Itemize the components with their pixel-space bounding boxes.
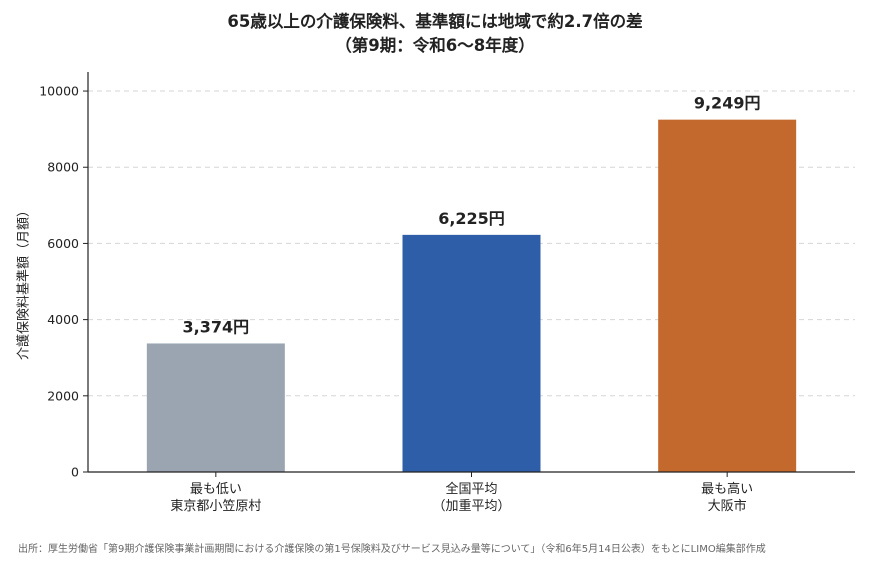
y-tick-label: 0 — [71, 465, 79, 480]
source-note: 出所：厚生労働省「第9期介護保険事業計画期間における介護保険の第1号保険料及びサ… — [18, 544, 766, 555]
y-tick-label: 8000 — [47, 160, 79, 175]
y-tick-label: 4000 — [47, 312, 79, 327]
bar — [146, 343, 285, 472]
x-tick-label: （加重平均） — [432, 498, 510, 514]
data-label: 3,374円 — [183, 317, 250, 336]
y-tick-label: 6000 — [47, 236, 79, 251]
x-tick-label: 最も高い — [701, 481, 753, 497]
x-tick-label: 全国平均 — [445, 481, 497, 497]
bar — [402, 234, 541, 472]
x-tick-label: 東京都小笠原村 — [170, 498, 261, 514]
x-tick-label: 最も低い — [190, 482, 242, 497]
chart-subtitle: （第9期：令和6～8年度） — [335, 36, 535, 55]
bar — [658, 119, 797, 473]
data-label: 6,225円 — [438, 209, 505, 228]
y-tick-label: 10000 — [39, 84, 79, 99]
y-tick-label: 2000 — [47, 388, 79, 403]
data-label: 9,249円 — [694, 94, 761, 113]
y-axis-label: 介護保険料基準額（月額） — [16, 203, 32, 361]
chart-title: 65歳以上の介護保険料、基準額には地域で約2.7倍の差 — [227, 12, 643, 31]
x-tick-label: 大阪市 — [708, 498, 747, 514]
